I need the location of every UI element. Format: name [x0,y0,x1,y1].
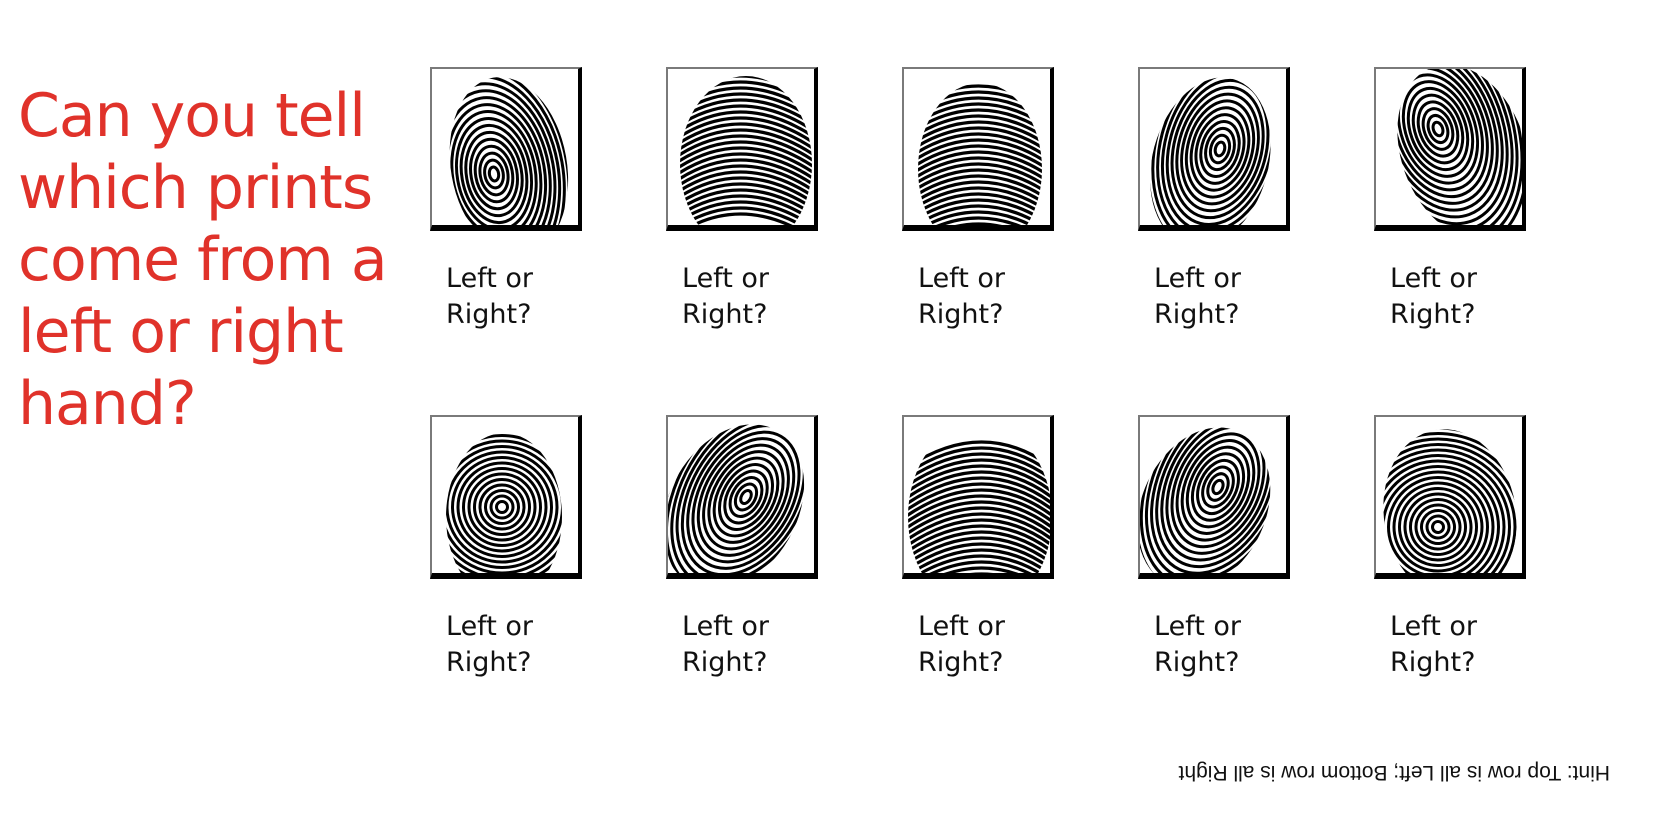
left-or-right-question: Left or Right? [1154,609,1292,681]
fingerprint-icon [1376,418,1522,573]
hint-text: Hint: Top row is all Left; Bottom row is… [1178,761,1610,784]
caption-line: Left or [1390,611,1477,642]
caption-line: Left or [1154,611,1241,642]
fingerprint-card: Left or Right? [430,67,584,333]
caption-line: Right? [1154,647,1240,678]
title-line: which prints [18,153,373,223]
fingerprint-card: Left or Right? [1374,67,1528,333]
fingerprint-icon [1140,417,1286,573]
fingerprint-icon [446,433,562,573]
fingerprint-icon [436,69,578,225]
fingerprint-image [1374,415,1526,579]
left-or-right-question: Left or Right? [918,261,1056,333]
fingerprint-image [666,67,818,231]
caption-line: Right? [918,647,1004,678]
caption-line: Right? [1390,299,1476,330]
left-or-right-question: Left or Right? [446,609,584,681]
left-or-right-question: Left or Right? [1390,609,1528,681]
caption-line: Left or [1390,263,1477,294]
title-line: hand? [18,369,197,439]
fingerprint-card: Left or Right? [666,67,820,333]
caption-line: Right? [682,299,768,330]
fingerprint-image [1374,67,1526,231]
caption-line: Right? [1154,299,1240,330]
left-or-right-question: Left or Right? [682,261,820,333]
caption-line: Left or [918,611,1005,642]
fingerprint-card: Left or Right? [1374,415,1528,681]
fingerprint-icon [1140,69,1286,225]
left-or-right-question: Left or Right? [1154,261,1292,333]
caption-line: Right? [1390,647,1476,678]
fingerprint-image [1138,415,1290,579]
fingerprint-image [902,415,1054,579]
fingerprint-card: Left or Right? [1138,67,1292,333]
title-line: Can you tell [18,81,366,151]
fingerprint-card: Left or Right? [666,415,820,681]
fingerprint-image [902,67,1054,231]
page-title: Can you tell which prints come from a le… [18,80,418,440]
caption-line: Right? [918,299,1004,330]
fingerprint-image [1138,67,1290,231]
caption-line: Right? [446,647,532,678]
title-line: left or right [18,297,344,367]
fingerprint-icon [680,76,812,225]
fingerprint-image [666,415,818,579]
fingerprint-card: Left or Right? [902,67,1056,333]
fingerprint-icon [668,417,814,573]
caption-line: Left or [682,263,769,294]
fingerprint-card: Left or Right? [1138,415,1292,681]
fingerprint-image [430,67,582,231]
fingerprint-card: Left or Right? [902,415,1056,681]
fingerprint-icon [908,440,1050,573]
left-or-right-question: Left or Right? [1390,261,1528,333]
left-or-right-question: Left or Right? [918,609,1056,681]
fingerprint-icon [918,83,1042,225]
caption-line: Right? [682,647,768,678]
left-or-right-question: Left or Right? [446,261,584,333]
caption-line: Left or [446,611,533,642]
caption-line: Left or [1154,263,1241,294]
fingerprint-icon [1376,69,1522,225]
fingerprint-image [430,415,582,579]
caption-line: Left or [446,263,533,294]
left-or-right-question: Left or Right? [682,609,820,681]
caption-line: Left or [682,611,769,642]
title-line: come from a [18,225,388,295]
caption-line: Right? [446,299,532,330]
caption-line: Left or [918,263,1005,294]
fingerprint-card: Left or Right? [430,415,584,681]
